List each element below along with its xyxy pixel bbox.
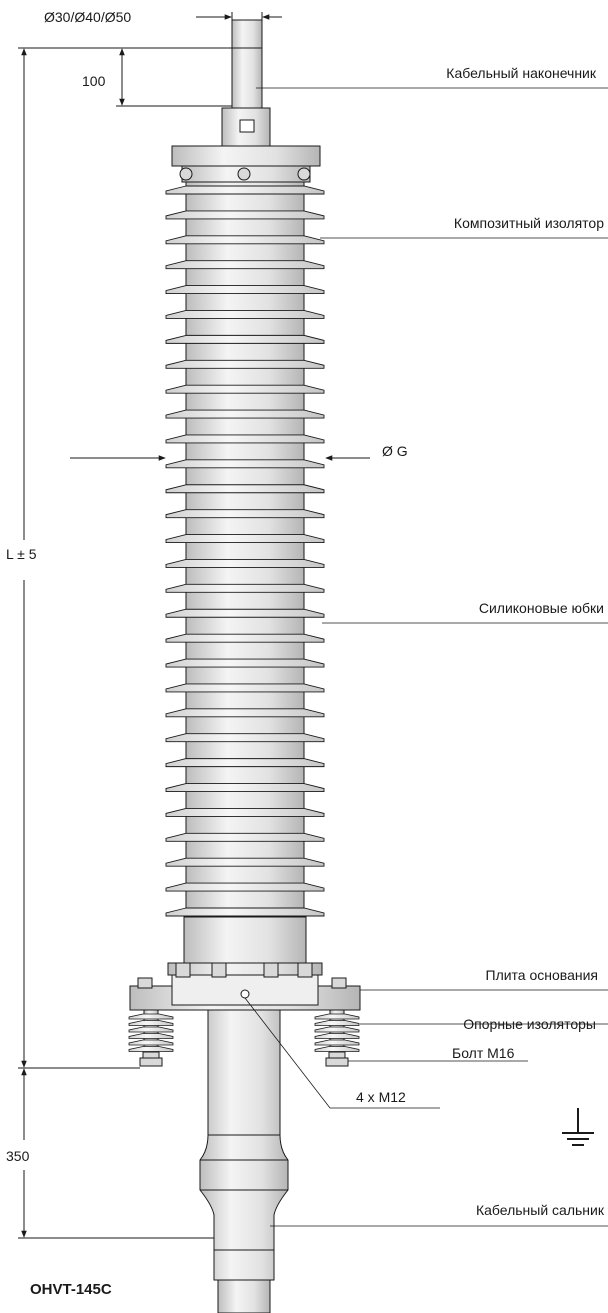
support-shed: [128, 1013, 174, 1020]
shed: [165, 235, 325, 245]
shed: [165, 857, 325, 867]
base-plate: [129, 962, 361, 1011]
support-shed: [128, 1020, 174, 1026]
support-shed: [128, 1033, 174, 1039]
base-height-label: 350: [6, 1148, 30, 1164]
terminal-length-label: 100: [82, 73, 106, 89]
shed: [165, 633, 325, 643]
shed: [165, 434, 325, 444]
ground-icon: [562, 1108, 594, 1146]
cable-lug: [221, 19, 271, 147]
top-cap: [171, 145, 321, 183]
shed: [165, 310, 325, 319]
insulator-core: [185, 181, 305, 918]
shed: [165, 285, 325, 295]
composite-insulator-label: Композитный изолятор: [453, 215, 604, 231]
terminal-length-dimension: [116, 47, 262, 107]
bolt-left: [139, 1051, 163, 1067]
model-label: OHVT-145C: [30, 1281, 112, 1298]
shed: [165, 558, 325, 568]
cable-gland: [199, 1009, 289, 1281]
base-plate-label: Плита основания: [485, 967, 599, 983]
diameters-label: Ø30/Ø40/Ø50: [44, 9, 132, 25]
support-shed: [314, 1020, 360, 1026]
base-height-dimension: [18, 1067, 214, 1239]
shed: [165, 832, 325, 842]
shed: [165, 185, 325, 195]
overall-length-label: L ± 5: [6, 546, 37, 562]
leader-lines: [244, 87, 608, 1227]
shed: [165, 484, 325, 494]
shed: [165, 708, 325, 718]
shed: [165, 210, 325, 220]
support-shed: [314, 1046, 360, 1052]
shed: [165, 733, 325, 743]
cable-gland-label: Кабельный сальник: [475, 1202, 604, 1218]
support-shed: [314, 1026, 360, 1033]
shed-diameter-label: Ø G: [382, 443, 408, 459]
shed: [165, 359, 325, 369]
shed: [165, 608, 325, 618]
shed: [165, 509, 325, 519]
shed: [165, 807, 325, 817]
support-shed: [314, 1013, 360, 1020]
support-shed: [314, 1033, 360, 1039]
bolt-right: [325, 1051, 349, 1067]
shed: [165, 459, 325, 469]
diameter-dimension: [196, 12, 282, 20]
bolt-label: Болт М16: [452, 1045, 515, 1061]
shed: [165, 260, 325, 270]
shed: [165, 658, 325, 668]
shed: [165, 534, 325, 544]
silicone-sheds-label: Силиконовые юбки: [478, 600, 604, 616]
overall-length-dimension: [18, 47, 116, 1068]
insulator-lower-body: [183, 916, 307, 966]
shed: [165, 758, 325, 768]
support-shed: [128, 1039, 174, 1046]
cable: [217, 1279, 271, 1313]
shed: [165, 683, 325, 693]
shed: [165, 907, 325, 917]
shed: [165, 882, 325, 892]
shed: [165, 409, 325, 419]
shed: [165, 384, 325, 394]
support-shed: [128, 1046, 174, 1052]
support-shed: [314, 1039, 360, 1046]
shed: [165, 583, 325, 593]
shed: [165, 334, 325, 344]
support-insulator-left: [128, 1009, 174, 1053]
shed: [165, 783, 325, 792]
screws-label: 4 x M12: [356, 1089, 406, 1105]
support-insulator-right: [314, 1009, 360, 1053]
support-shed: [128, 1026, 174, 1033]
cable-lug-label: Кабельный наконечник: [446, 65, 596, 81]
support-insulators-label: Опорные изоляторы: [463, 1016, 596, 1032]
silicone-sheds: [165, 185, 325, 917]
